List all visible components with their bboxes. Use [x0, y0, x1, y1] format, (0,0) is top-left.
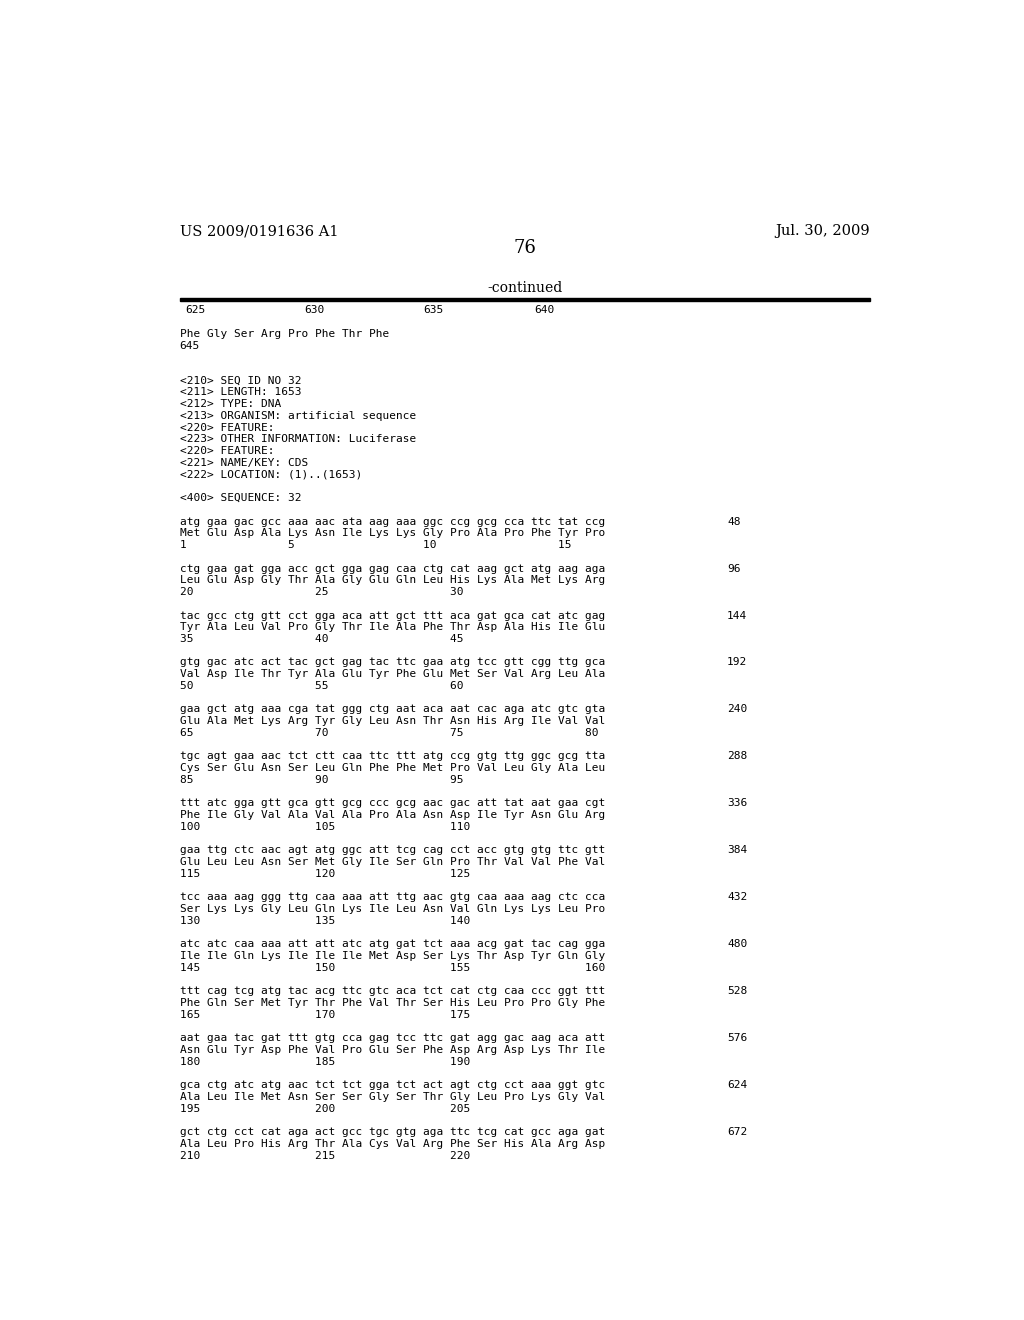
Text: Tyr Ala Leu Val Pro Gly Thr Ile Ala Phe Thr Asp Ala His Ile Glu: Tyr Ala Leu Val Pro Gly Thr Ile Ala Phe …: [179, 622, 605, 632]
Text: ttt cag tcg atg tac acg ttc gtc aca tct cat ctg caa ccc ggt ttt: ttt cag tcg atg tac acg ttc gtc aca tct …: [179, 986, 605, 997]
Text: Ala Leu Ile Met Asn Ser Ser Gly Ser Thr Gly Leu Pro Lys Gly Val: Ala Leu Ile Met Asn Ser Ser Gly Ser Thr …: [179, 1092, 605, 1102]
Text: 635: 635: [423, 305, 443, 315]
Text: 336: 336: [727, 799, 748, 808]
Text: <220> FEATURE:: <220> FEATURE:: [179, 446, 274, 457]
Text: aat gaa tac gat ttt gtg cca gag tcc ttc gat agg gac aag aca att: aat gaa tac gat ttt gtg cca gag tcc ttc …: [179, 1034, 605, 1043]
Text: Leu Glu Asp Gly Thr Ala Gly Glu Gln Leu His Lys Ala Met Lys Arg: Leu Glu Asp Gly Thr Ala Gly Glu Gln Leu …: [179, 576, 605, 585]
Text: US 2009/0191636 A1: US 2009/0191636 A1: [179, 224, 338, 238]
Text: 85                  90                  95: 85 90 95: [179, 775, 463, 785]
Text: 210                 215                 220: 210 215 220: [179, 1151, 470, 1160]
Text: ctg gaa gat gga acc gct gga gag caa ctg cat aag gct atg aag aga: ctg gaa gat gga acc gct gga gag caa ctg …: [179, 564, 605, 574]
Text: 624: 624: [727, 1080, 748, 1090]
Text: Phe Gln Ser Met Tyr Thr Phe Val Thr Ser His Leu Pro Pro Gly Phe: Phe Gln Ser Met Tyr Thr Phe Val Thr Ser …: [179, 998, 605, 1008]
Text: gca ctg atc atg aac tct tct gga tct act agt ctg cct aaa ggt gtc: gca ctg atc atg aac tct tct gga tct act …: [179, 1080, 605, 1090]
Text: Phe Ile Gly Val Ala Val Ala Pro Ala Asn Asp Ile Tyr Asn Glu Arg: Phe Ile Gly Val Ala Val Ala Pro Ala Asn …: [179, 810, 605, 820]
Text: <213> ORGANISM: artificial sequence: <213> ORGANISM: artificial sequence: [179, 411, 416, 421]
Text: <210> SEQ ID NO 32: <210> SEQ ID NO 32: [179, 376, 301, 385]
Text: 48: 48: [727, 516, 740, 527]
Text: 96: 96: [727, 564, 740, 574]
Text: gtg gac atc act tac gct gag tac ttc gaa atg tcc gtt cgg ttg gca: gtg gac atc act tac gct gag tac ttc gaa …: [179, 657, 605, 668]
Text: ttt atc gga gtt gca gtt gcg ccc gcg aac gac att tat aat gaa cgt: ttt atc gga gtt gca gtt gcg ccc gcg aac …: [179, 799, 605, 808]
Text: 65                  70                  75                  80: 65 70 75 80: [179, 727, 598, 738]
Text: Ile Ile Gln Lys Ile Ile Ile Met Asp Ser Lys Thr Asp Tyr Gln Gly: Ile Ile Gln Lys Ile Ile Ile Met Asp Ser …: [179, 950, 605, 961]
Text: <212> TYPE: DNA: <212> TYPE: DNA: [179, 399, 281, 409]
Text: 645: 645: [179, 341, 200, 351]
Text: 35                  40                  45: 35 40 45: [179, 634, 463, 644]
Text: 145                 150                 155                 160: 145 150 155 160: [179, 962, 605, 973]
Bar: [179, 297, 870, 301]
Text: <222> LOCATION: (1)..(1653): <222> LOCATION: (1)..(1653): [179, 470, 361, 479]
Text: <220> FEATURE:: <220> FEATURE:: [179, 422, 274, 433]
Text: 20                  25                  30: 20 25 30: [179, 587, 463, 597]
Text: 195                 200                 205: 195 200 205: [179, 1104, 470, 1114]
Text: Jul. 30, 2009: Jul. 30, 2009: [775, 224, 870, 238]
Text: tcc aaa aag ggg ttg caa aaa att ttg aac gtg caa aaa aag ctc cca: tcc aaa aag ggg ttg caa aaa att ttg aac …: [179, 892, 605, 903]
Text: Val Asp Ile Thr Tyr Ala Glu Tyr Phe Glu Met Ser Val Arg Leu Ala: Val Asp Ile Thr Tyr Ala Glu Tyr Phe Glu …: [179, 669, 605, 680]
Text: <223> OTHER INFORMATION: Luciferase: <223> OTHER INFORMATION: Luciferase: [179, 434, 416, 445]
Text: 1               5                   10                  15: 1 5 10 15: [179, 540, 571, 550]
Text: Glu Leu Leu Asn Ser Met Gly Ile Ser Gln Pro Thr Val Val Phe Val: Glu Leu Leu Asn Ser Met Gly Ile Ser Gln …: [179, 857, 605, 867]
Text: Asn Glu Tyr Asp Phe Val Pro Glu Ser Phe Asp Arg Asp Lys Thr Ile: Asn Glu Tyr Asp Phe Val Pro Glu Ser Phe …: [179, 1045, 605, 1055]
Text: 576: 576: [727, 1034, 748, 1043]
Text: -continued: -continued: [487, 281, 562, 296]
Text: Cys Ser Glu Asn Ser Leu Gln Phe Phe Met Pro Val Leu Gly Ala Leu: Cys Ser Glu Asn Ser Leu Gln Phe Phe Met …: [179, 763, 605, 774]
Text: 480: 480: [727, 940, 748, 949]
Text: atg gaa gac gcc aaa aac ata aag aaa ggc ccg gcg cca ttc tat ccg: atg gaa gac gcc aaa aac ata aag aaa ggc …: [179, 516, 605, 527]
Text: 672: 672: [727, 1127, 748, 1137]
Text: 180                 185                 190: 180 185 190: [179, 1056, 470, 1067]
Text: 144: 144: [727, 611, 748, 620]
Text: Glu Ala Met Lys Arg Tyr Gly Leu Asn Thr Asn His Arg Ile Val Val: Glu Ala Met Lys Arg Tyr Gly Leu Asn Thr …: [179, 717, 605, 726]
Text: <400> SEQUENCE: 32: <400> SEQUENCE: 32: [179, 494, 301, 503]
Text: gaa ttg ctc aac agt atg ggc att tcg cag cct acc gtg gtg ttc gtt: gaa ttg ctc aac agt atg ggc att tcg cag …: [179, 845, 605, 855]
Text: 432: 432: [727, 892, 748, 903]
Text: 384: 384: [727, 845, 748, 855]
Text: 165                 170                 175: 165 170 175: [179, 1010, 470, 1019]
Text: tac gcc ctg gtt cct gga aca att gct ttt aca gat gca cat atc gag: tac gcc ctg gtt cct gga aca att gct ttt …: [179, 611, 605, 620]
Text: Met Glu Asp Ala Lys Asn Ile Lys Lys Gly Pro Ala Pro Phe Tyr Pro: Met Glu Asp Ala Lys Asn Ile Lys Lys Gly …: [179, 528, 605, 539]
Text: 50                  55                  60: 50 55 60: [179, 681, 463, 690]
Text: 288: 288: [727, 751, 748, 762]
Text: 630: 630: [304, 305, 325, 315]
Text: <211> LENGTH: 1653: <211> LENGTH: 1653: [179, 388, 301, 397]
Text: 76: 76: [513, 239, 537, 257]
Text: <221> NAME/KEY: CDS: <221> NAME/KEY: CDS: [179, 458, 308, 467]
Text: 115                 120                 125: 115 120 125: [179, 869, 470, 879]
Text: gct ctg cct cat aga act gcc tgc gtg aga ttc tcg cat gcc aga gat: gct ctg cct cat aga act gcc tgc gtg aga …: [179, 1127, 605, 1137]
Text: 130                 135                 140: 130 135 140: [179, 916, 470, 925]
Text: 100                 105                 110: 100 105 110: [179, 822, 470, 832]
Text: 192: 192: [727, 657, 748, 668]
Text: gaa gct atg aaa cga tat ggg ctg aat aca aat cac aga atc gtc gta: gaa gct atg aaa cga tat ggg ctg aat aca …: [179, 705, 605, 714]
Text: Phe Gly Ser Arg Pro Phe Thr Phe: Phe Gly Ser Arg Pro Phe Thr Phe: [179, 329, 389, 339]
Text: tgc agt gaa aac tct ctt caa ttc ttt atg ccg gtg ttg ggc gcg tta: tgc agt gaa aac tct ctt caa ttc ttt atg …: [179, 751, 605, 762]
Text: 640: 640: [535, 305, 555, 315]
Text: Ala Leu Pro His Arg Thr Ala Cys Val Arg Phe Ser His Ala Arg Asp: Ala Leu Pro His Arg Thr Ala Cys Val Arg …: [179, 1139, 605, 1148]
Text: 528: 528: [727, 986, 748, 997]
Text: atc atc caa aaa att att atc atg gat tct aaa acg gat tac cag gga: atc atc caa aaa att att atc atg gat tct …: [179, 940, 605, 949]
Text: 240: 240: [727, 705, 748, 714]
Text: Ser Lys Lys Gly Leu Gln Lys Ile Leu Asn Val Gln Lys Lys Leu Pro: Ser Lys Lys Gly Leu Gln Lys Ile Leu Asn …: [179, 904, 605, 913]
Text: 625: 625: [185, 305, 206, 315]
